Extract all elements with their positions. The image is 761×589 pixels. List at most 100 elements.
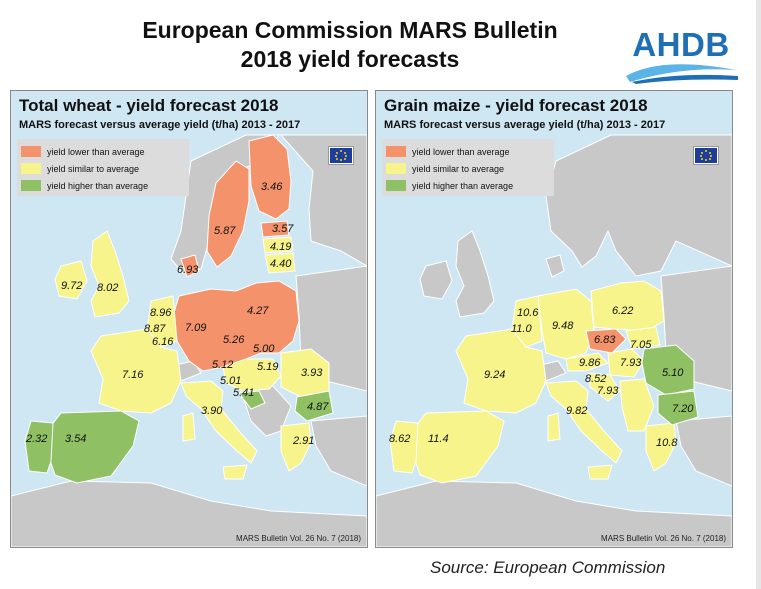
region-portugal [389, 420, 419, 474]
value-greece: 10.8 [656, 437, 678, 449]
region-croatia [587, 372, 621, 402]
value-italy: 9.82 [566, 405, 588, 417]
value-germany: 9.48 [552, 320, 574, 332]
value-italy: 3.90 [201, 405, 223, 417]
land-north-africa [376, 480, 732, 547]
right-edge-divider [756, 0, 761, 589]
value-luxembourg: 6.16 [152, 336, 174, 348]
region-benelux [511, 295, 543, 348]
region-central-low [172, 280, 300, 372]
legend-item-higher: yield higher than average [386, 177, 550, 194]
value-poland: 6.22 [612, 305, 634, 317]
value-slovenia: 5.01 [220, 375, 242, 387]
maize-legend: yield lower than average yield similar t… [382, 139, 554, 196]
legend-item-similar: yield similar to average [21, 160, 185, 177]
value-latvia: 4.19 [270, 241, 292, 253]
legend-label-lower: yield lower than average [47, 146, 145, 157]
maize-map-title: Grain maize - yield forecast 2018 [384, 96, 648, 115]
eu-flag-icon [329, 147, 353, 164]
value-portugal: 2.32 [26, 433, 48, 445]
value-slovenia: 8.52 [585, 373, 607, 385]
value-netherlands: 10.6 [517, 307, 539, 319]
value-bulgaria: 4.87 [307, 401, 329, 413]
region-poland [590, 280, 665, 332]
region-latvia [262, 236, 294, 254]
value-hungary: 5.19 [257, 361, 279, 373]
swatch-lower [386, 146, 406, 157]
region-greece [280, 422, 312, 472]
value-czechia: 5.26 [223, 334, 245, 346]
swatch-similar [21, 163, 41, 174]
region-croatia [238, 390, 266, 410]
value-denmark: 6.93 [177, 264, 199, 276]
legend-label-similar: yield similar to average [47, 163, 140, 174]
value-spain: 11.4 [428, 433, 449, 445]
value-france: 9.24 [484, 369, 506, 381]
value-romania: 3.93 [301, 367, 323, 379]
region-sweden [206, 160, 250, 268]
maize-map-subtitle: MARS forecast versus average yield (t/ha… [384, 119, 666, 131]
source-caption: Source: European Commission [430, 558, 666, 577]
value-uk: 8.02 [97, 282, 119, 294]
value-poland: 4.27 [247, 305, 269, 317]
land-uk [455, 230, 495, 318]
eu-flag-icon [694, 147, 718, 164]
region-denmark [180, 254, 200, 278]
title-line-1: European Commission MARS Bulletin [142, 17, 558, 43]
legend-item-similar: yield similar to average [386, 160, 550, 177]
region-romania [641, 344, 695, 396]
region-finland [248, 134, 292, 220]
value-romania: 5.10 [662, 367, 684, 379]
value-croatia: 5.41 [233, 387, 255, 399]
value-slovakia: 7.05 [630, 339, 652, 351]
land-scandinavia [545, 134, 732, 277]
value-ireland: 9.72 [61, 280, 83, 292]
swatch-similar [386, 163, 406, 174]
value-belgium: 11.0 [511, 323, 532, 335]
value-austria: 5.12 [212, 359, 234, 371]
region-hungary [607, 348, 645, 378]
region-balkans [619, 378, 655, 432]
value-czechia: 6.83 [594, 334, 616, 346]
region-slovakia [625, 326, 661, 350]
region-czechia [585, 328, 627, 354]
value-germany: 7.09 [185, 322, 207, 334]
legend-item-higher: yield higher than average [21, 177, 185, 194]
value-bulgaria: 7.20 [672, 403, 694, 415]
land-turkey [675, 415, 732, 487]
wheat-map-subtitle: MARS forecast versus average yield (t/ha… [19, 119, 301, 131]
land-denmark [545, 254, 565, 278]
value-croatia: 7.93 [597, 385, 619, 397]
region-lithuania [264, 252, 296, 274]
region-ireland [54, 260, 88, 300]
value-france: 7.16 [122, 369, 144, 381]
value-hungary: 7.93 [620, 357, 642, 369]
legend-label-lower: yield lower than average [412, 146, 510, 157]
land-ireland [419, 260, 453, 300]
value-sweden: 5.87 [214, 225, 236, 237]
land-russia-north [279, 134, 367, 267]
legend-item-lower: yield lower than average [21, 143, 185, 160]
slide-title: European Commission MARS Bulletin 2018 y… [60, 16, 640, 74]
value-lithuania: 4.40 [270, 258, 292, 270]
region-sicily [222, 464, 248, 480]
legend-label-similar: yield similar to average [412, 163, 505, 174]
region-portugal [24, 420, 54, 474]
title-line-2: 2018 yield forecasts [240, 46, 460, 72]
value-portugal: 8.62 [389, 433, 411, 445]
value-finland: 3.46 [261, 181, 283, 193]
region-sardinia [547, 412, 561, 442]
region-austria [565, 352, 609, 372]
region-bulgaria [294, 390, 334, 422]
value-austria: 9.86 [579, 357, 601, 369]
wheat-map-footer: MARS Bulletin Vol. 26 No. 7 (2018) [236, 534, 361, 543]
value-spain: 3.54 [65, 433, 87, 445]
land-turkey [310, 415, 367, 487]
wheat-legend: yield lower than average yield similar t… [17, 139, 189, 196]
region-italy [545, 380, 623, 464]
logo-wave-icon [626, 64, 738, 84]
region-estonia [260, 220, 290, 238]
value-slovakia: 5.00 [253, 343, 275, 355]
value-netherlands: 8.96 [150, 307, 172, 319]
region-germany [537, 288, 595, 360]
